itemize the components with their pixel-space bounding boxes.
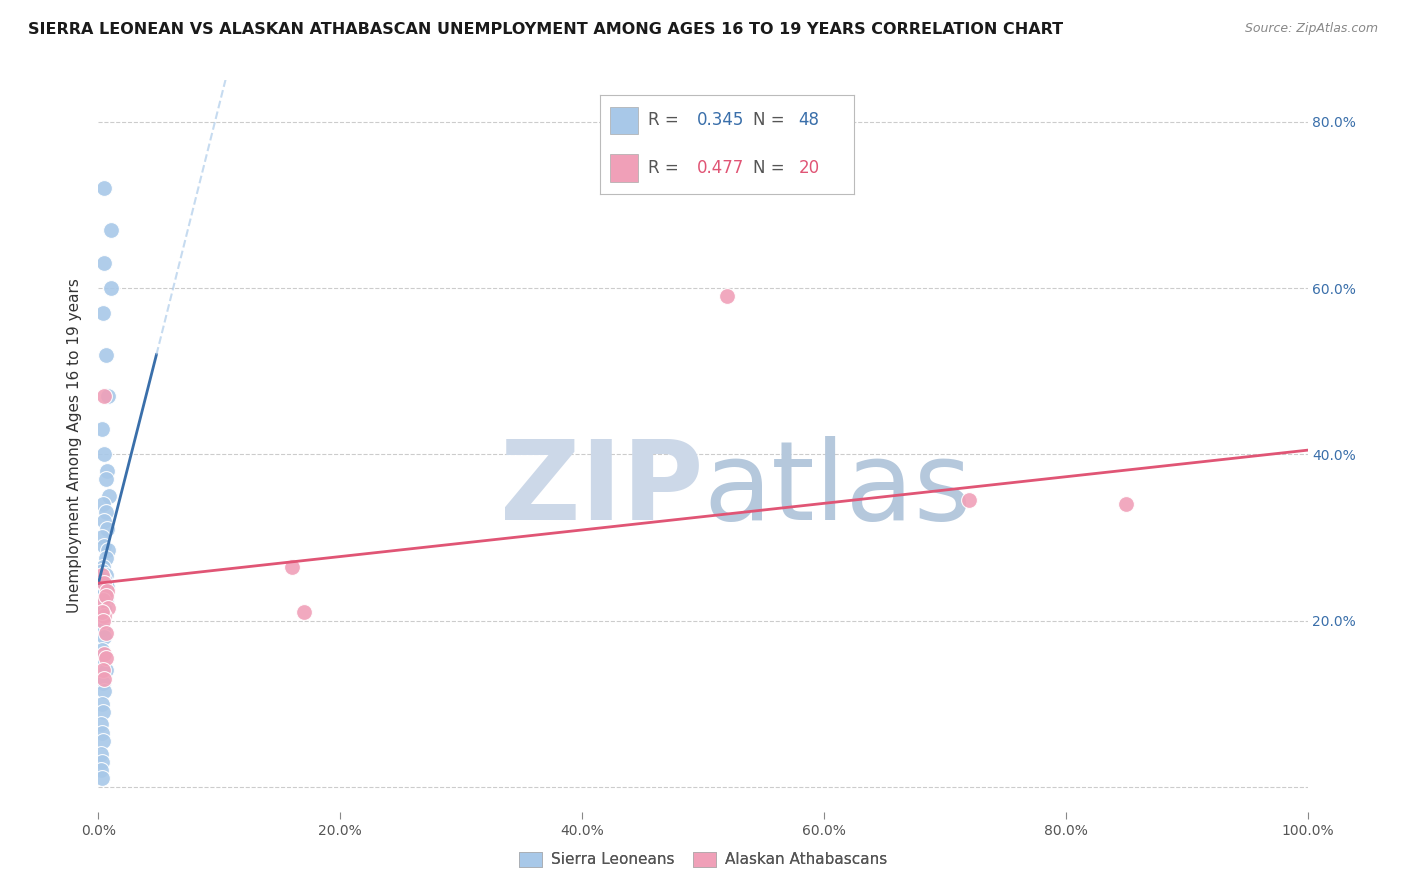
Point — [96, 580, 118, 594]
Point — [91, 651, 114, 665]
Point — [91, 755, 114, 769]
Point — [292, 605, 315, 619]
Point — [93, 256, 115, 270]
Point — [94, 589, 117, 603]
Point — [91, 306, 114, 320]
Point — [90, 763, 112, 777]
Point — [957, 493, 980, 508]
Point — [93, 447, 115, 461]
Point — [96, 584, 118, 599]
Point — [90, 747, 112, 761]
Point — [93, 630, 115, 644]
Point — [93, 609, 115, 624]
Point — [93, 601, 115, 615]
Point — [93, 647, 115, 661]
Point — [91, 772, 114, 786]
Point — [93, 672, 115, 686]
Point — [91, 564, 114, 578]
Point — [91, 614, 114, 628]
Point — [91, 567, 114, 582]
Point — [96, 522, 118, 536]
Point — [91, 530, 114, 544]
Point — [94, 626, 117, 640]
Point — [91, 705, 114, 719]
Point — [91, 592, 114, 607]
Point — [91, 676, 114, 690]
Point — [91, 576, 114, 591]
Point — [93, 572, 115, 586]
Point — [100, 281, 122, 295]
Point — [91, 597, 114, 611]
Point — [94, 592, 117, 607]
Legend: Sierra Leoneans, Alaskan Athabascans: Sierra Leoneans, Alaskan Athabascans — [513, 846, 893, 873]
Point — [93, 684, 115, 698]
Point — [94, 472, 117, 486]
Point — [90, 717, 112, 731]
Point — [93, 576, 115, 591]
Point — [1115, 497, 1137, 511]
Point — [716, 289, 738, 303]
Point — [94, 567, 117, 582]
Point — [94, 551, 117, 566]
Point — [96, 464, 118, 478]
Point — [91, 664, 114, 678]
Point — [91, 589, 114, 603]
Point — [91, 422, 114, 436]
Point — [100, 223, 122, 237]
Point — [97, 542, 120, 557]
Point — [91, 697, 114, 711]
Point — [91, 605, 114, 619]
Point — [91, 605, 114, 619]
Point — [91, 734, 114, 748]
Text: Source: ZipAtlas.com: Source: ZipAtlas.com — [1244, 22, 1378, 36]
Point — [93, 181, 115, 195]
Point — [91, 642, 114, 657]
Text: SIERRA LEONEAN VS ALASKAN ATHABASCAN UNEMPLOYMENT AMONG AGES 16 TO 19 YEARS CORR: SIERRA LEONEAN VS ALASKAN ATHABASCAN UNE… — [28, 22, 1063, 37]
Point — [93, 584, 115, 599]
Point — [98, 489, 121, 503]
Point — [93, 514, 115, 528]
Text: ZIP: ZIP — [499, 436, 703, 543]
Point — [91, 725, 114, 739]
Point — [94, 506, 117, 520]
Point — [94, 347, 117, 362]
Text: atlas: atlas — [703, 436, 972, 543]
Point — [281, 559, 304, 574]
Point — [93, 539, 115, 553]
Point — [91, 622, 114, 636]
Point — [94, 664, 117, 678]
Point — [91, 497, 114, 511]
Point — [91, 559, 114, 574]
Point — [97, 601, 120, 615]
Point — [93, 389, 115, 403]
Point — [97, 389, 120, 403]
Point — [94, 651, 117, 665]
Y-axis label: Unemployment Among Ages 16 to 19 years: Unemployment Among Ages 16 to 19 years — [67, 278, 83, 614]
